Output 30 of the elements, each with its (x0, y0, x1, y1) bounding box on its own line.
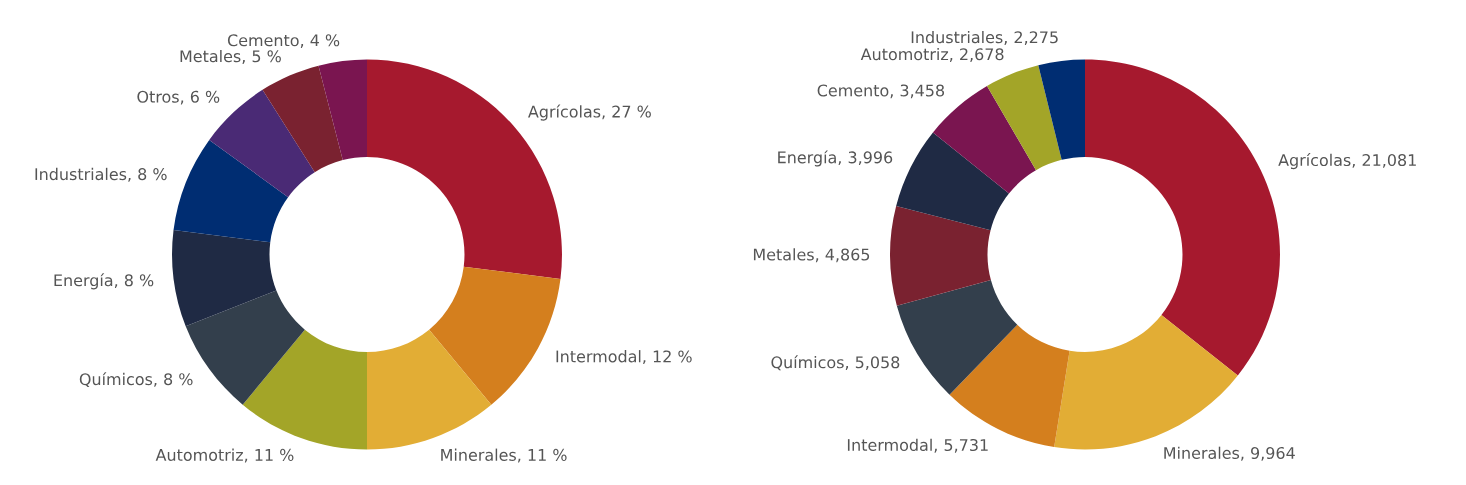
slice-label: Metales, 5 % (180, 49, 281, 64)
donut-slice (172, 230, 277, 327)
donut-slice (367, 329, 492, 450)
slice-label: Intermodal, 12 % (556, 350, 692, 365)
donut-slice (242, 329, 367, 450)
donut-slice (262, 65, 343, 173)
slice-label: Otros, 6 % (137, 90, 220, 105)
donut-slice (987, 65, 1062, 171)
slice-label: Intermodal, 5,731 (847, 438, 988, 453)
slice-label: Agrícolas, 27 % (528, 104, 651, 121)
slice-label: Industriales, 8 % (35, 167, 167, 182)
donut-slice (318, 59, 367, 161)
slice-label: Cemento, 4 % (227, 34, 340, 48)
slice-label: Automotriz, 11 % (155, 448, 294, 463)
slice-label: Químicos, 5,058 (771, 355, 900, 371)
slice-label: Agrícolas, 21,081 (1278, 153, 1416, 170)
slice-label: Cemento, 3,458 (817, 84, 945, 99)
donut-slice (1038, 59, 1085, 160)
slice-label: Minerales, 9,964 (1164, 446, 1295, 461)
slice-label: Industriales, 2,275 (911, 30, 1058, 45)
slice-label: Energía, 3,996 (778, 150, 893, 167)
donut-slice (1085, 59, 1280, 376)
slice-label: Químicos, 8 % (79, 372, 193, 388)
slice-label: Energía, 8 % (54, 273, 154, 290)
slice-label: Automotriz, 2,678 (860, 47, 1004, 62)
donut-slice (890, 205, 991, 306)
donut-slice (896, 132, 1009, 231)
slice-label: Minerales, 11 % (441, 448, 567, 463)
slice-label: Metales, 4,865 (753, 248, 870, 263)
donut-slice (173, 139, 289, 243)
